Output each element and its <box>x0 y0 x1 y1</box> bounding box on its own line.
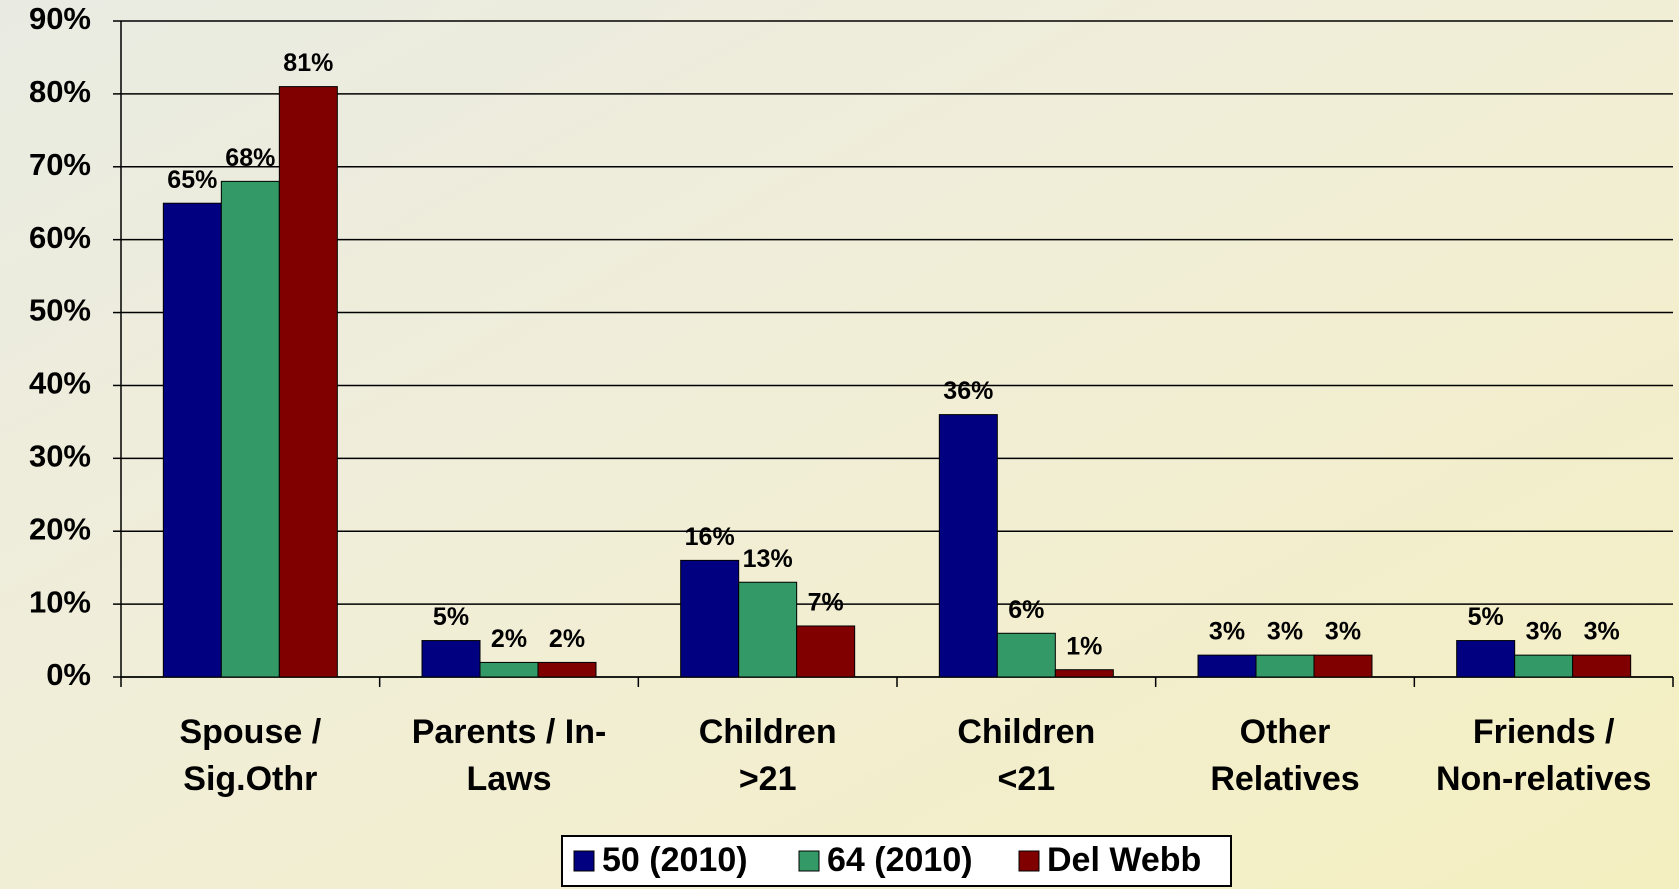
value-label: 2% <box>491 625 527 653</box>
x-tick-label: Sig.Othr <box>183 760 317 798</box>
value-label: 1% <box>1066 632 1102 660</box>
y-tick-label: 60% <box>29 220 91 255</box>
y-tick-label: 10% <box>29 584 91 619</box>
legend-swatch <box>573 850 595 872</box>
value-label: 13% <box>743 545 793 573</box>
legend-box <box>561 835 1232 887</box>
y-tick-label: 50% <box>29 293 91 328</box>
legend-label: Del Webb <box>1047 841 1201 879</box>
value-label: 5% <box>433 603 469 631</box>
bar <box>738 581 798 678</box>
bar <box>1197 654 1257 678</box>
x-tick-label: Friends / <box>1473 713 1615 751</box>
value-label: 7% <box>808 589 844 617</box>
bar <box>1456 640 1516 678</box>
bar <box>479 661 539 678</box>
x-tick-label: Laws <box>466 760 551 798</box>
bar <box>1514 654 1574 678</box>
value-label: 6% <box>1008 596 1044 624</box>
legend-label: 50 (2010) <box>602 841 748 879</box>
bar <box>421 640 481 678</box>
x-tick-label: Children <box>699 713 837 751</box>
bar <box>1313 654 1373 678</box>
x-tick-label: Other <box>1240 713 1331 751</box>
bar <box>278 86 338 678</box>
value-label: 2% <box>549 625 585 653</box>
x-tick-label: Relatives <box>1210 760 1359 798</box>
x-tick-label: Spouse / <box>179 713 321 751</box>
value-label: 68% <box>225 144 275 172</box>
bar <box>1255 654 1315 678</box>
x-tick-label: Children <box>957 713 1095 751</box>
value-label: 81% <box>283 49 333 77</box>
y-tick-label: 40% <box>29 366 91 401</box>
value-label: 16% <box>685 523 735 551</box>
y-tick-label: 90% <box>29 1 91 36</box>
value-label: 5% <box>1468 603 1504 631</box>
value-label: 3% <box>1584 618 1620 646</box>
value-label: 36% <box>943 377 993 405</box>
bar <box>1572 654 1632 678</box>
bar <box>537 661 597 678</box>
bar <box>796 625 856 678</box>
y-tick-label: 80% <box>29 74 91 109</box>
legend-swatch <box>798 850 820 872</box>
bar <box>162 202 222 678</box>
value-label: 3% <box>1267 618 1303 646</box>
value-label: 3% <box>1325 618 1361 646</box>
x-tick-label: <21 <box>997 760 1055 798</box>
y-tick-label: 30% <box>29 439 91 474</box>
x-tick-label: >21 <box>739 760 797 798</box>
y-tick-label: 70% <box>29 147 91 182</box>
bar <box>996 632 1056 678</box>
value-label: 65% <box>167 166 217 194</box>
x-tick-label: Parents / In- <box>412 713 607 751</box>
bar <box>680 559 740 678</box>
legend-label: 64 (2010) <box>827 841 973 879</box>
bar <box>938 414 998 678</box>
y-tick-label: 20% <box>29 511 91 546</box>
y-tick-label: 0% <box>46 657 91 692</box>
legend-swatch <box>1018 850 1040 872</box>
bar <box>1054 669 1114 678</box>
value-label: 3% <box>1526 618 1562 646</box>
x-tick-label: Non-relatives <box>1436 760 1651 798</box>
bar <box>220 180 280 678</box>
value-label: 3% <box>1209 618 1245 646</box>
